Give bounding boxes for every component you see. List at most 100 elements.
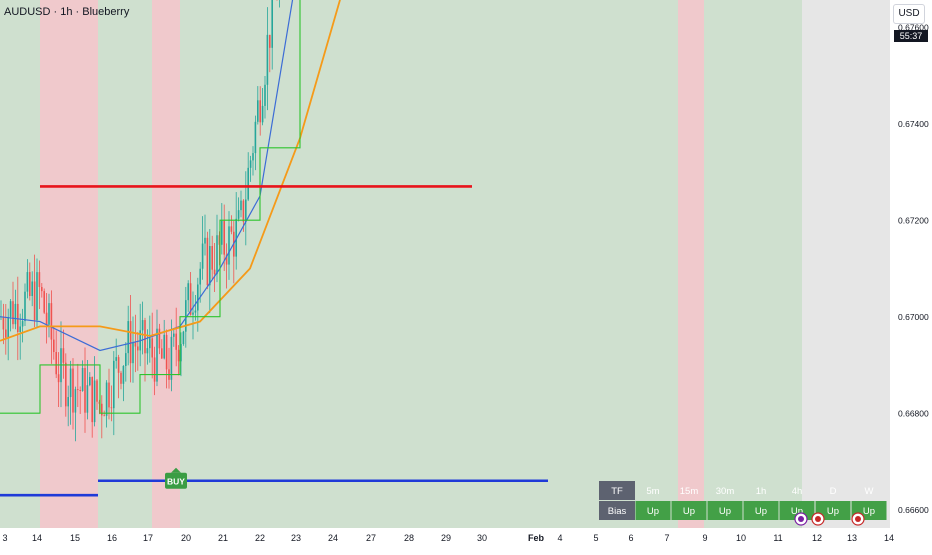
bias-value: Up	[647, 506, 659, 517]
x-tick-label: 23	[291, 533, 301, 543]
candle	[261, 87, 264, 126]
x-tick-label: 4	[557, 533, 562, 543]
candle	[110, 385, 113, 422]
x-tick-label: 28	[404, 533, 414, 543]
candle	[175, 307, 177, 367]
candle	[41, 283, 43, 298]
candle	[144, 317, 146, 382]
x-tick-label: 17	[143, 533, 153, 543]
y-tick-label: 0.66600	[898, 505, 929, 515]
x-tick-label: 7	[664, 533, 669, 543]
candle	[173, 328, 175, 347]
candle	[93, 356, 96, 427]
candle	[163, 319, 165, 360]
x-tick-label: 5	[593, 533, 598, 543]
candle	[192, 291, 194, 340]
candle	[72, 358, 74, 430]
candle	[158, 323, 161, 355]
bias-value: Up	[791, 506, 803, 517]
candle	[269, 34, 271, 73]
series-trail-green	[0, 0, 301, 414]
candle	[74, 386, 77, 442]
candle	[156, 309, 158, 387]
candle	[271, 0, 273, 70]
candle	[240, 190, 242, 218]
candle	[89, 372, 91, 387]
candle	[81, 360, 84, 392]
y-tick-label: 0.67400	[898, 119, 929, 129]
candles	[0, 0, 280, 442]
candle	[45, 292, 48, 344]
candle	[187, 280, 189, 312]
candle	[225, 243, 228, 289]
candle	[153, 346, 156, 396]
bias-timeframe: 30m	[716, 486, 735, 497]
x-tick-label: 14	[884, 533, 894, 543]
x-tick-label: 24	[328, 533, 338, 543]
candle	[115, 338, 117, 369]
y-tick-label: 0.67200	[898, 216, 929, 226]
lightning-icon[interactable]	[794, 512, 808, 526]
candle	[2, 303, 5, 345]
candle	[14, 289, 17, 330]
price-axis-panel	[890, 0, 932, 550]
bias-timeframe: 1h	[756, 486, 767, 497]
candle	[237, 197, 240, 222]
x-tick-label: 20	[181, 533, 191, 543]
candle	[122, 365, 125, 402]
bias-table-header-cell	[599, 481, 635, 500]
candle	[19, 313, 21, 360]
candle	[127, 305, 129, 366]
us-flag-icon[interactable]	[811, 512, 825, 526]
bias-timeframe: W	[865, 486, 874, 497]
candle	[218, 231, 221, 266]
bias-value: Up	[863, 506, 875, 517]
candle	[57, 352, 60, 408]
x-tick-label: 22	[255, 533, 265, 543]
candle	[96, 378, 98, 410]
candle	[29, 262, 31, 301]
x-tick-label: 30	[477, 533, 487, 543]
x-tick-label: 27	[366, 533, 376, 543]
candle	[201, 216, 204, 280]
candle	[91, 376, 93, 438]
candle	[228, 211, 230, 280]
candle	[211, 235, 213, 279]
candle	[165, 329, 168, 389]
chart-title: AUDUSD · 1h · Blueberry	[4, 6, 130, 18]
candle	[245, 171, 247, 246]
candle	[31, 271, 33, 307]
candle	[79, 386, 81, 414]
buy-signal: BUY	[165, 467, 187, 489]
y-tick-label: 0.66800	[898, 409, 929, 419]
candle	[230, 215, 233, 235]
candle	[149, 315, 151, 363]
bias-timeframe: 5m	[646, 486, 659, 497]
us-flag-icon[interactable]	[851, 512, 865, 526]
candle	[235, 192, 237, 270]
candle	[77, 363, 79, 408]
candle	[5, 304, 7, 355]
candle	[55, 330, 57, 379]
candle	[21, 308, 24, 343]
currency-button[interactable]: USD	[893, 4, 925, 24]
buy-signal-label: BUY	[167, 476, 185, 486]
bias-table: TF Bias 5m Up 15m Up 30m Up 1h Up 4h Up D Up W Up	[599, 481, 887, 520]
candle	[113, 351, 115, 436]
candle	[69, 360, 72, 425]
bias-timeframe: D	[830, 486, 837, 497]
bearish-band	[40, 0, 98, 528]
candle	[26, 259, 29, 299]
bias-cell	[707, 501, 743, 520]
bias-cell	[815, 501, 851, 520]
candle	[12, 281, 14, 329]
bias-table-row-label-cell	[599, 501, 635, 520]
x-tick-label: 13	[847, 533, 857, 543]
bias-cell	[671, 501, 707, 520]
bearish-band	[678, 0, 704, 528]
event-icons[interactable]	[794, 512, 865, 526]
candle	[189, 271, 192, 316]
candle	[213, 242, 216, 293]
